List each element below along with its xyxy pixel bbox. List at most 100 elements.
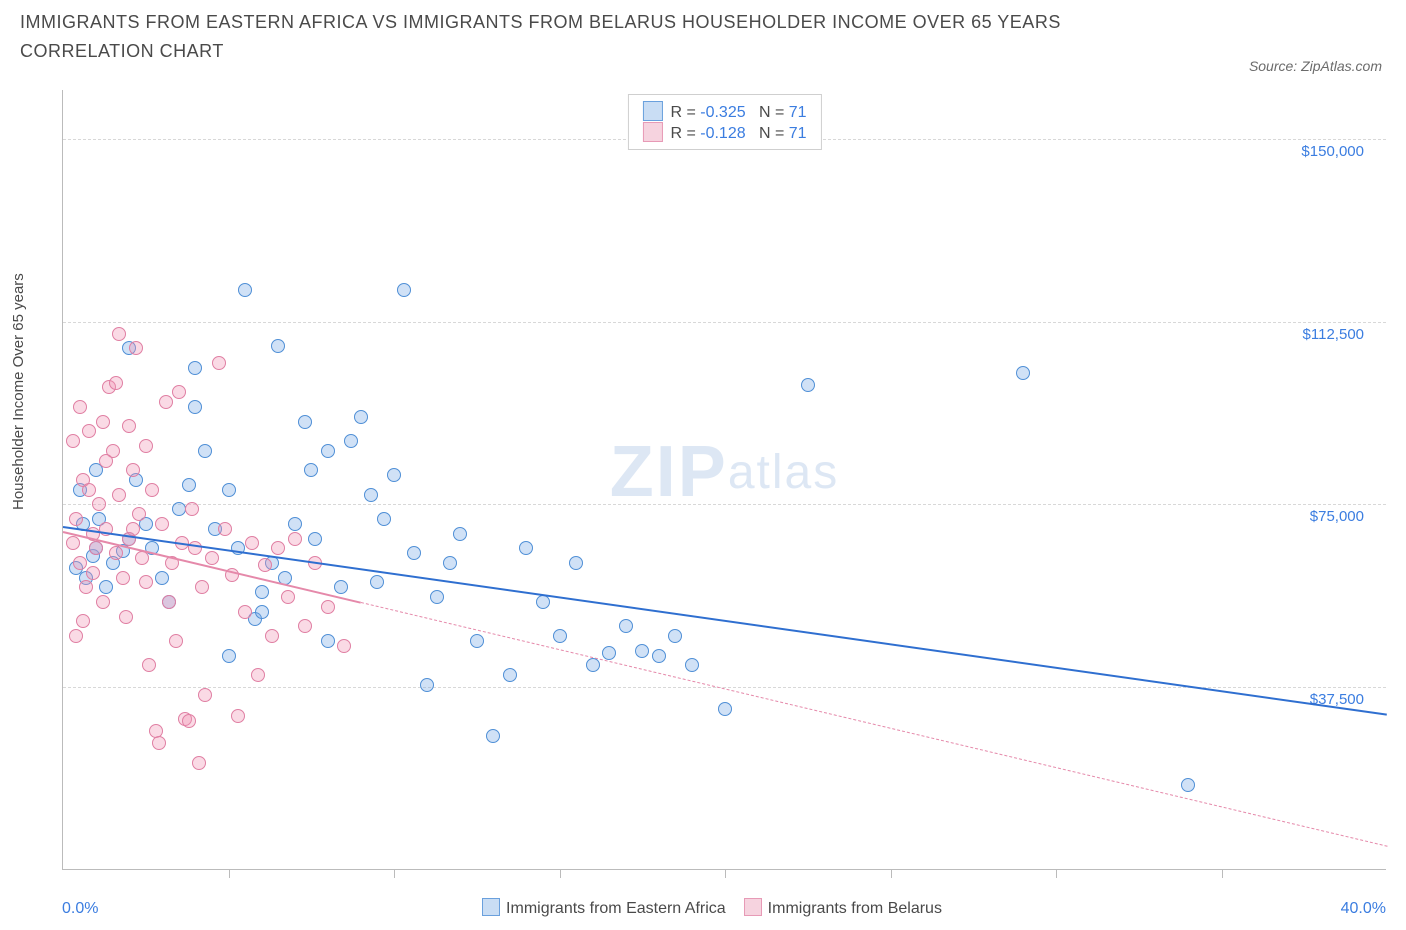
data-point (281, 590, 295, 604)
data-point (470, 634, 484, 648)
data-point (109, 546, 123, 560)
y-tick-label: $112,500 (1303, 326, 1364, 343)
legend-swatch (642, 101, 662, 121)
correlation-legend: R = -0.325 N = 71R = -0.128 N = 71 (627, 94, 821, 150)
legend-r-label: R = (670, 104, 700, 121)
data-point (109, 376, 123, 390)
data-point (354, 410, 368, 424)
x-tick (725, 870, 726, 878)
gridline (63, 504, 1386, 505)
x-tick (394, 870, 395, 878)
data-point (344, 434, 358, 448)
data-point (271, 339, 285, 353)
x-tick (1056, 870, 1057, 878)
data-point (172, 385, 186, 399)
data-point (553, 629, 567, 643)
data-point (364, 488, 378, 502)
data-point (298, 619, 312, 633)
trend-line (361, 602, 1387, 847)
x-tick (229, 870, 230, 878)
x-tick (560, 870, 561, 878)
data-point (86, 566, 100, 580)
legend-swatch (642, 122, 662, 142)
data-point (420, 678, 434, 692)
data-point (238, 605, 252, 619)
plot-area: ZIPatlas R = -0.325 N = 71R = -0.128 N =… (62, 90, 1386, 870)
legend-swatch (744, 898, 762, 916)
data-point (212, 356, 226, 370)
legend-n-label: N = (759, 104, 789, 121)
data-point (126, 522, 140, 536)
data-point (321, 634, 335, 648)
y-axis-label: Householder Income Over 65 years (10, 273, 27, 510)
data-point (337, 639, 351, 653)
data-point (112, 488, 126, 502)
legend-n-value: 71 (789, 104, 807, 121)
data-point (66, 434, 80, 448)
x-tick (891, 870, 892, 878)
legend-row: R = -0.325 N = 71 (642, 101, 806, 122)
data-point (536, 595, 550, 609)
data-point (198, 444, 212, 458)
data-point (407, 546, 421, 560)
trendline-layer (63, 90, 1386, 869)
data-point (222, 483, 236, 497)
legend-r-value: -0.325 (700, 104, 745, 121)
data-point (162, 595, 176, 609)
data-point (308, 532, 322, 546)
data-point (503, 668, 517, 682)
y-tick-label: $75,000 (1310, 508, 1364, 525)
y-tick-label: $150,000 (1301, 143, 1364, 160)
legend-series-name: Immigrants from Eastern Africa (506, 900, 726, 917)
data-point (169, 634, 183, 648)
legend-n-value: 71 (789, 125, 807, 142)
data-point (159, 395, 173, 409)
data-point (1016, 366, 1030, 380)
data-point (245, 536, 259, 550)
data-point (205, 551, 219, 565)
data-point (192, 756, 206, 770)
data-point (119, 610, 133, 624)
data-point (238, 283, 252, 297)
data-point (96, 595, 110, 609)
legend-r-value: -0.128 (700, 125, 745, 142)
data-point (198, 688, 212, 702)
chart-container: Householder Income Over 65 years ZIPatla… (20, 90, 1386, 930)
data-point (116, 571, 130, 585)
data-point (73, 400, 87, 414)
legend-row: R = -0.128 N = 71 (642, 122, 806, 143)
data-point (222, 649, 236, 663)
data-point (569, 556, 583, 570)
data-point (126, 463, 140, 477)
data-point (1181, 778, 1195, 792)
data-point (298, 415, 312, 429)
x-tick (1222, 870, 1223, 878)
data-point (288, 517, 302, 531)
data-point (182, 478, 196, 492)
data-point (397, 283, 411, 297)
data-point (99, 454, 113, 468)
legend-swatch (482, 898, 500, 916)
data-point (155, 571, 169, 585)
data-point (453, 527, 467, 541)
data-point (182, 714, 196, 728)
data-point (255, 605, 269, 619)
legend-r-label: R = (670, 125, 700, 142)
data-point (321, 444, 335, 458)
data-point (265, 629, 279, 643)
chart-title: IMMIGRANTS FROM EASTERN AFRICA VS IMMIGR… (20, 8, 1130, 66)
data-point (652, 649, 666, 663)
series-legend: Immigrants from Eastern Africa Immigrants… (20, 898, 1386, 918)
data-point (321, 600, 335, 614)
data-point (96, 415, 110, 429)
legend-n-label: N = (759, 125, 789, 142)
data-point (172, 502, 186, 516)
data-point (139, 439, 153, 453)
legend-series-name: Immigrants from Belarus (768, 900, 942, 917)
data-point (586, 658, 600, 672)
data-point (801, 378, 815, 392)
gridline (63, 322, 1386, 323)
data-point (377, 512, 391, 526)
data-point (288, 532, 302, 546)
data-point (73, 556, 87, 570)
